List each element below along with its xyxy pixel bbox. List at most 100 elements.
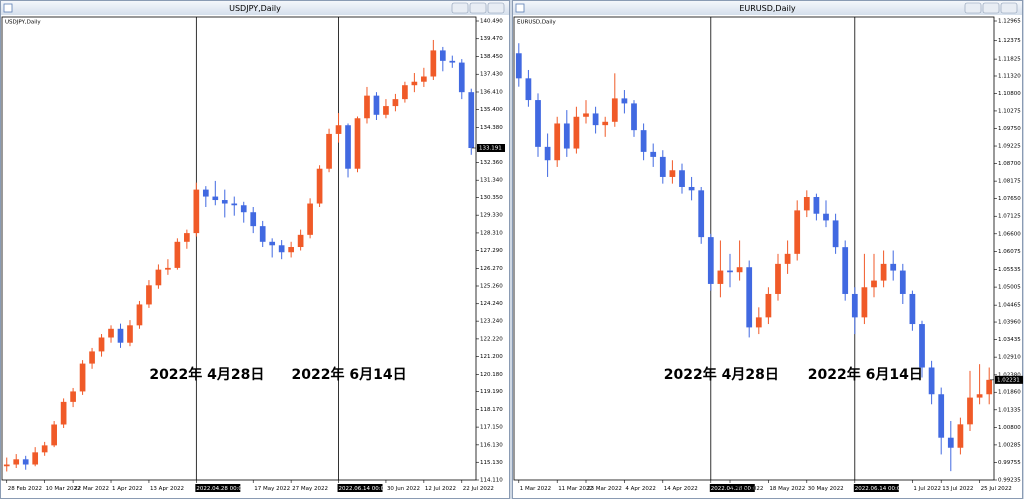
y-tick-label: 129.330	[480, 213, 503, 219]
candle-body	[250, 212, 257, 227]
x-tick-label: 11 Mar 2022	[558, 486, 593, 492]
candle-body	[755, 317, 762, 328]
y-tick-label: 124.240	[480, 301, 503, 307]
candle-body	[240, 205, 247, 213]
y-tick-label: 1.08700	[998, 161, 1021, 167]
annotation: 2022年 4月28日	[149, 366, 264, 383]
plot-area	[1, 16, 477, 481]
x-tick-label: 28 Feb 2022	[8, 486, 42, 492]
y-tick-label: 1.00285	[998, 442, 1021, 448]
close-button[interactable]	[487, 2, 505, 14]
y-tick-label: 136.410	[480, 89, 503, 95]
y-tick-label: 1.06075	[998, 249, 1021, 255]
candle-body	[717, 270, 724, 284]
y-tick-label: 134.380	[480, 125, 503, 131]
candle-body	[986, 379, 993, 395]
candle-body	[698, 190, 705, 238]
minimize-button[interactable]	[451, 2, 469, 14]
candle-body	[98, 337, 105, 352]
date-highlight	[853, 484, 899, 492]
candle-body	[947, 437, 954, 448]
date-highlight	[337, 484, 383, 492]
current-price: 133.191	[479, 145, 502, 151]
candle-body	[326, 133, 332, 169]
y-tick-label: 131.340	[480, 178, 503, 184]
date-highlight	[709, 484, 755, 492]
candle-body	[861, 287, 868, 318]
x-tick-label: 13 Jul 2022	[942, 486, 973, 492]
y-tick-label: 123.240	[480, 319, 503, 325]
candle-body	[967, 397, 973, 425]
candle-body	[221, 200, 228, 204]
candle-body	[832, 220, 839, 248]
candle-body	[515, 53, 522, 79]
candle-body	[563, 123, 570, 149]
x-tick-label: 25 Jul 2022	[981, 486, 1012, 492]
x-tick-label: 23 Mar 2022	[587, 486, 622, 492]
candle-body	[602, 121, 609, 126]
y-tick-label: 122.220	[480, 336, 503, 342]
candle-body	[117, 328, 124, 343]
candle-body	[659, 156, 666, 177]
maximize-button[interactable]	[982, 2, 1000, 14]
x-tick-label: 22 Jul 2022	[463, 486, 494, 492]
candle-body	[3, 464, 10, 467]
candle-body	[430, 50, 437, 77]
window-title: EURUSD,Daily	[739, 4, 796, 13]
candle-body	[41, 445, 48, 453]
candle-body	[842, 247, 849, 294]
annotation: 2022年 4月28日	[664, 366, 779, 383]
y-tick-label: 1.07650	[998, 196, 1021, 202]
x-tick-label: 30 May 2022	[808, 486, 844, 492]
candle-body	[307, 203, 313, 235]
y-tick-label: 1.11825	[998, 57, 1021, 63]
maximize-button[interactable]	[469, 2, 487, 14]
candle-body	[288, 247, 294, 253]
y-tick-label: 0.99755	[998, 460, 1021, 466]
candle-body	[871, 280, 877, 288]
candle-body	[890, 263, 897, 271]
candle-body	[919, 324, 925, 368]
y-tick-label: 130.350	[480, 195, 503, 201]
x-tick-label: 4 Apr 2022	[625, 486, 656, 492]
minimize-button[interactable]	[964, 2, 982, 14]
y-tick-label: 1.11320	[998, 73, 1021, 79]
window-icon	[515, 3, 525, 13]
candle-body	[823, 213, 829, 221]
candle-body	[155, 269, 162, 286]
candle-body	[51, 424, 57, 446]
candle-body	[269, 241, 276, 246]
candle-body	[650, 151, 657, 157]
candle-body	[899, 270, 906, 294]
x-tick-label: 13 Apr 2022	[150, 486, 184, 492]
candle-body	[976, 394, 983, 398]
y-tick-label: 1.07125	[998, 214, 1021, 220]
y-tick-label: 1.04465	[998, 303, 1021, 309]
candle-body	[611, 98, 618, 122]
x-tick-label: 14 Apr 2022	[664, 486, 698, 492]
y-tick-label: 1.05005	[998, 285, 1021, 291]
symbol-label: EURUSD,Daily	[517, 20, 556, 26]
candle-body	[583, 113, 589, 117]
candle-body	[345, 125, 351, 169]
y-tick-label: 127.290	[480, 248, 503, 254]
y-tick-label: 1.12965	[998, 19, 1021, 25]
current-price-box	[995, 375, 1023, 384]
y-tick-label: 120.180	[480, 372, 503, 378]
y-tick-label: 114.110	[480, 478, 503, 484]
candle-body	[127, 325, 133, 343]
candle-body	[70, 391, 76, 402]
plot-area	[513, 16, 995, 481]
candle-body	[364, 95, 370, 119]
close-button[interactable]	[1000, 2, 1018, 14]
annotation: 2022年 6月14日	[292, 366, 407, 383]
y-tick-label: 1.03960	[998, 320, 1021, 326]
candle-body	[525, 78, 532, 101]
y-tick-label: 115.130	[480, 460, 503, 466]
candle-body	[373, 95, 380, 115]
candle-body	[439, 50, 446, 61]
symbol-label: USDJPY,Daily	[5, 20, 41, 26]
candle-body	[13, 459, 20, 465]
